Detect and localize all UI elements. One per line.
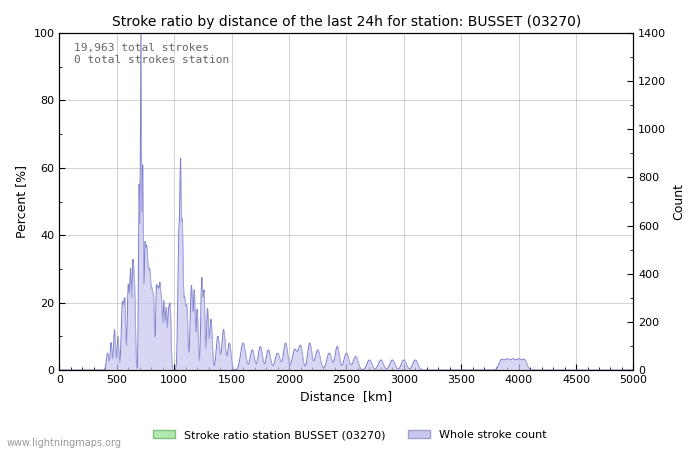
Text: 19,963 total strokes
0 total strokes station: 19,963 total strokes 0 total strokes sta… xyxy=(74,43,229,65)
X-axis label: Distance  [km]: Distance [km] xyxy=(300,391,393,404)
Y-axis label: Count: Count xyxy=(672,183,685,220)
Title: Stroke ratio by distance of the last 24h for station: BUSSET (03270): Stroke ratio by distance of the last 24h… xyxy=(112,15,581,29)
Legend: Stroke ratio station BUSSET (03270), Whole stroke count: Stroke ratio station BUSSET (03270), Who… xyxy=(149,426,551,445)
Text: www.lightningmaps.org: www.lightningmaps.org xyxy=(7,438,122,448)
Y-axis label: Percent [%]: Percent [%] xyxy=(15,165,28,238)
